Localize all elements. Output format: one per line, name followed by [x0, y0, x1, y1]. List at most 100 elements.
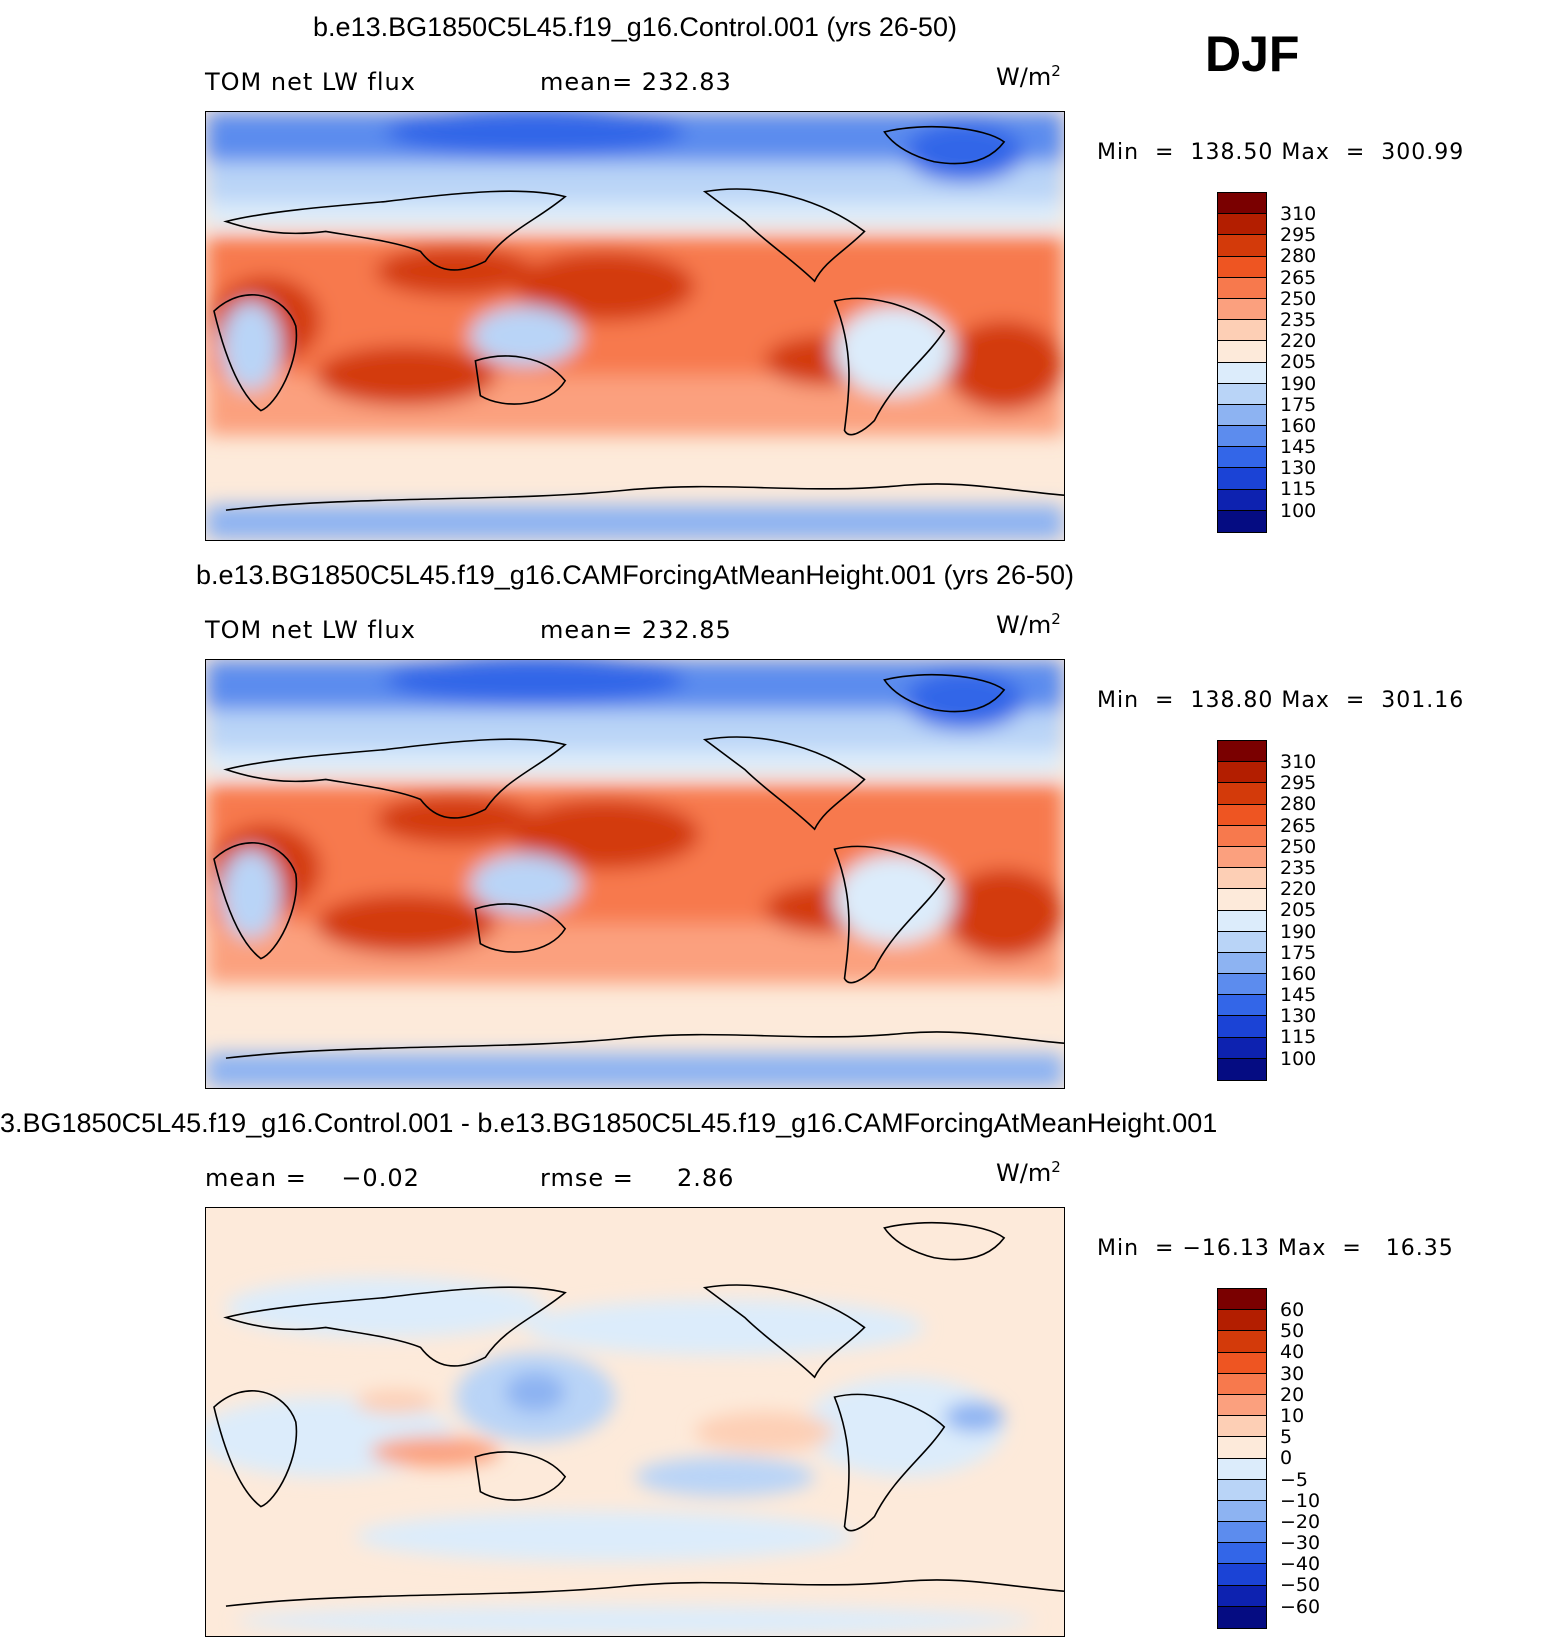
- panel1-colorbar: [1217, 192, 1267, 533]
- panel2-minmax: Min = 138.80 Max = 301.16: [1097, 688, 1465, 713]
- colorbar-tick-label: 310: [1280, 203, 1317, 225]
- colorbar-swatch: [1218, 1352, 1266, 1374]
- colorbar-swatch: [1218, 193, 1266, 215]
- colorbar-tick-label: 100: [1280, 499, 1317, 522]
- colorbar-tick-label: 250: [1280, 287, 1317, 310]
- colorbar-tick-label: 20: [1280, 1383, 1305, 1406]
- colorbar-tick-label: 10: [1280, 1404, 1305, 1427]
- colorbar-swatch: [1218, 1310, 1266, 1332]
- colorbar-swatch: [1218, 762, 1266, 784]
- panel1-mean-label: mean= 232.83: [540, 68, 732, 96]
- panel1-title: b.e13.BG1850C5L45.f19_g16.Control.001 (y…: [313, 12, 957, 42]
- colorbar-swatch: [1218, 1331, 1266, 1353]
- colorbar-swatch: [1218, 426, 1266, 448]
- colorbar-tick-label: 280: [1280, 245, 1317, 268]
- colorbar-swatch: [1218, 825, 1266, 847]
- colorbar-tick-label: −10: [1280, 1489, 1321, 1512]
- colorbar-swatch: [1218, 741, 1266, 763]
- colorbar-tick-label: 30: [1280, 1362, 1305, 1385]
- colorbar-swatch: [1218, 277, 1266, 299]
- colorbar-tick-label: 175: [1280, 393, 1317, 416]
- colorbar-swatch: [1218, 1394, 1266, 1417]
- colorbar-swatch: [1218, 1585, 1266, 1607]
- panel3-colorbar: [1217, 1288, 1267, 1629]
- season-label: DJF: [1205, 26, 1300, 82]
- panel3-rmse-label: rmse = 2.86: [540, 1164, 735, 1192]
- colorbar-tick-label: 50: [1280, 1320, 1305, 1343]
- panel2-units: W/m2: [996, 610, 1061, 639]
- colorbar-tick-label: 265: [1280, 266, 1317, 289]
- colorbar-swatch: [1218, 1437, 1266, 1459]
- panel3-map: [205, 1207, 1065, 1637]
- panel2-variable-label: TOM net LW flux: [205, 616, 416, 644]
- colorbar-tick-label: −20: [1280, 1510, 1321, 1533]
- colorbar-tick-label: 205: [1280, 351, 1317, 374]
- colorbar-tick-label: 130: [1280, 1005, 1317, 1028]
- colorbar-swatch: [1218, 362, 1266, 384]
- colorbar-swatch: [1218, 995, 1266, 1017]
- colorbar-swatch: [1218, 952, 1266, 975]
- colorbar-tick-label: 235: [1280, 856, 1317, 879]
- panel3-mean-label: mean = −0.02: [205, 1164, 420, 1192]
- colorbar-swatch: [1218, 974, 1266, 996]
- colorbar-tick-label: 60: [1280, 1299, 1305, 1321]
- panel3-map-graphic: [206, 1208, 1064, 1636]
- colorbar-swatch: [1218, 341, 1266, 363]
- colorbar-tick-label: 250: [1280, 835, 1317, 858]
- colorbar-tick-label: 295: [1280, 224, 1317, 247]
- colorbar-swatch: [1218, 298, 1266, 321]
- colorbar-tick-label: 5: [1280, 1426, 1293, 1449]
- panel2-map: [205, 659, 1065, 1089]
- panel1-minmax: Min = 138.50 Max = 300.99: [1097, 140, 1465, 165]
- colorbar-swatch: [1218, 931, 1266, 953]
- colorbar-tick-label: 295: [1280, 772, 1317, 795]
- colorbar-swatch: [1218, 1479, 1266, 1501]
- colorbar-tick-label: 130: [1280, 457, 1317, 480]
- panel2-map-graphic: [206, 660, 1064, 1088]
- colorbar-tick-label: 160: [1280, 962, 1317, 985]
- colorbar-swatch: [1218, 1500, 1266, 1523]
- panel3-title: 3.BG1850C5L45.f19_g16.Control.001 - b.e1…: [0, 1108, 1218, 1138]
- panel1-variable-label: TOM net LW flux: [205, 68, 416, 96]
- colorbar-tick-label: −50: [1280, 1574, 1321, 1597]
- colorbar-swatch: [1218, 235, 1266, 257]
- colorbar-swatch: [1218, 1058, 1266, 1080]
- colorbar-swatch: [1218, 468, 1266, 490]
- colorbar-swatch: [1218, 1289, 1266, 1311]
- colorbar-swatch: [1218, 868, 1266, 890]
- colorbar-swatch: [1218, 1016, 1266, 1038]
- colorbar-swatch: [1218, 889, 1266, 911]
- colorbar-swatch: [1218, 1416, 1266, 1438]
- colorbar-swatch: [1218, 1522, 1266, 1544]
- colorbar-tick-label: 310: [1280, 751, 1317, 773]
- panel1-map: [205, 111, 1065, 541]
- colorbar-swatch: [1218, 1373, 1266, 1395]
- colorbar-swatch: [1218, 214, 1266, 236]
- panel3-minmax: Min = −16.13 Max = 16.35: [1097, 1236, 1454, 1261]
- colorbar-swatch: [1218, 846, 1266, 869]
- colorbar-swatch: [1218, 383, 1266, 405]
- colorbar-tick-label: 0: [1280, 1447, 1293, 1470]
- panel2-title: b.e13.BG1850C5L45.f19_g16.CAMForcingAtMe…: [195, 560, 1074, 590]
- colorbar-tick-label: −5: [1280, 1468, 1309, 1491]
- colorbar-tick-label: 100: [1280, 1047, 1317, 1070]
- colorbar-tick-label: 280: [1280, 793, 1317, 816]
- colorbar-tick-label: 190: [1280, 372, 1317, 395]
- colorbar-tick-label: 145: [1280, 436, 1317, 459]
- colorbar-tick-label: 40: [1280, 1341, 1305, 1364]
- colorbar-swatch: [1218, 489, 1266, 511]
- colorbar-swatch: [1218, 910, 1266, 932]
- colorbar-swatch: [1218, 1037, 1266, 1059]
- colorbar-swatch: [1218, 320, 1266, 342]
- colorbar-swatch: [1218, 404, 1266, 427]
- colorbar-tick-label: 190: [1280, 920, 1317, 943]
- panel3-units: W/m2: [996, 1158, 1061, 1187]
- colorbar-tick-label: 220: [1280, 330, 1317, 353]
- colorbar-tick-label: 220: [1280, 878, 1317, 901]
- panel1-map-graphic: [206, 112, 1064, 540]
- colorbar-tick-label: 175: [1280, 941, 1317, 964]
- colorbar-tick-label: 160: [1280, 414, 1317, 437]
- panel2-colorbar-labels: 310 295 280 265 250 235 220 205 190 175 160 145 130 1…: [1280, 751, 1317, 1070]
- colorbar-tick-label: 145: [1280, 984, 1317, 1007]
- colorbar-tick-label: 115: [1280, 1026, 1317, 1049]
